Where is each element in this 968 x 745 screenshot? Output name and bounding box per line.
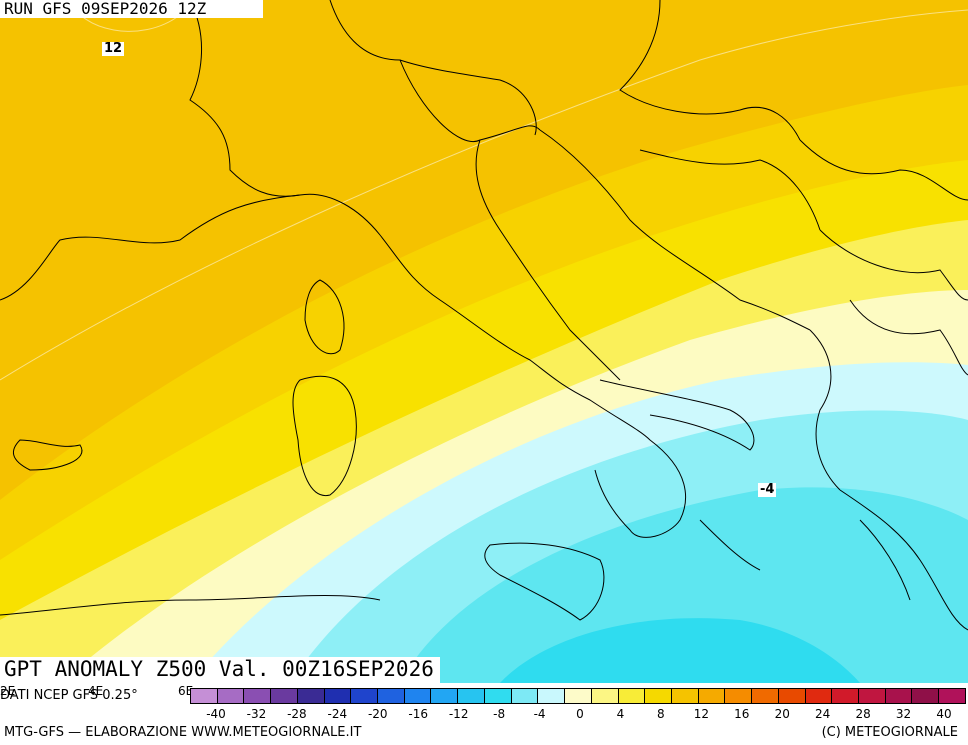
colorbar-tick-label: 12 xyxy=(693,707,709,721)
colorbar-swatch xyxy=(912,689,940,703)
colorbar-tick-label: -28 xyxy=(287,707,307,721)
colorbar-swatch xyxy=(244,689,272,703)
colorbar-swatch xyxy=(324,689,352,703)
colorbar-swatch xyxy=(404,689,432,703)
colorbar-swatch xyxy=(217,689,245,703)
data-source-label: DATI NCEP GFS 0.25° xyxy=(0,688,138,703)
footer-copyright: (C) METEOGIORNALE xyxy=(821,725,958,740)
colorbar-swatch xyxy=(832,689,859,703)
colorbar-tick-label: -32 xyxy=(246,707,267,721)
axis-label-4e: 4E xyxy=(88,684,104,698)
colorbar-swatch xyxy=(538,689,566,703)
colorbar-swatch xyxy=(939,689,965,703)
contour-label-minus4: -4 xyxy=(758,482,777,497)
colorbar-swatch xyxy=(484,689,512,703)
colorbar-tick-label: 8 xyxy=(657,707,665,721)
colorbar-swatch xyxy=(297,689,325,703)
colorbar-tick-label: -8 xyxy=(493,707,506,721)
colorbar-swatch xyxy=(778,689,806,703)
colorbar-swatch xyxy=(431,689,459,703)
colorbar-swatch xyxy=(858,689,886,703)
colorbar-tick-label: 4 xyxy=(616,707,625,721)
colorbar-swatch xyxy=(458,689,485,703)
colorbar-tick-label: 40 xyxy=(936,707,952,721)
colorbar-swatch xyxy=(271,689,298,703)
contour-label-12: 12 xyxy=(102,41,125,56)
colorbar-ticks: -40 -32 -28 -24 -20 -16 -12 -8 -4 0 4 8 12 16 20 24 28 32… xyxy=(190,707,966,723)
colorbar-swatch xyxy=(645,689,672,703)
colorbar-tick-label: -24 xyxy=(327,707,348,721)
colorbar-swatch xyxy=(698,689,726,703)
colorbar-swatch xyxy=(618,689,646,703)
colorbar-swatch xyxy=(885,689,913,703)
footer-credit: MTG-GFS — ELABORAZIONE WWW.METEOGIORNALE… xyxy=(4,725,362,740)
colorbar-swatch xyxy=(725,689,753,703)
colorbar-swatch xyxy=(191,689,218,703)
axis-label-2e: 2E xyxy=(0,684,16,698)
colorbar-swatch xyxy=(511,689,539,703)
axis-label-6e: 6E xyxy=(178,684,194,698)
colorbar-tick-label: -16 xyxy=(408,707,429,721)
map-title: GPT ANOMALY Z500 Val. 00Z16SEP2026 xyxy=(0,657,440,683)
colorbar-swatch xyxy=(752,689,779,703)
colorbar-tick-label: -40 xyxy=(206,707,226,721)
colorbar-tick-label: -4 xyxy=(533,707,546,721)
colorbar-tick-label: 28 xyxy=(855,707,871,721)
colorbar-tick-label: -20 xyxy=(367,707,388,721)
colorbar-swatch xyxy=(351,689,379,703)
colorbar-tick-label: 16 xyxy=(734,707,750,721)
colorbar-swatch xyxy=(565,689,592,703)
anomaly-map xyxy=(0,0,968,683)
colorbar-swatch xyxy=(671,689,699,703)
colorbar-tick-label: 32 xyxy=(895,707,912,721)
colorbar-tick-label: 0 xyxy=(576,707,584,721)
colorbar-swatch xyxy=(805,689,833,703)
colorbar xyxy=(190,688,966,704)
colorbar-swatch xyxy=(378,689,405,703)
colorbar-tick-label: 24 xyxy=(815,707,831,721)
colorbar-swatch xyxy=(591,689,619,703)
colorbar-tick-label: 20 xyxy=(774,707,790,721)
run-label: RUN GFS 09SEP2026 12Z xyxy=(0,0,263,18)
colorbar-tick-label: -12 xyxy=(448,707,469,721)
